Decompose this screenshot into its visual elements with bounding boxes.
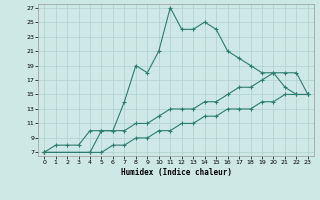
X-axis label: Humidex (Indice chaleur): Humidex (Indice chaleur)	[121, 168, 231, 177]
